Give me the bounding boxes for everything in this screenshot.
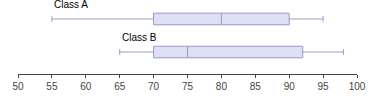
svg-text:85: 85 (250, 81, 262, 92)
svg-text:50: 50 (12, 81, 24, 92)
svg-text:Class B: Class B (122, 32, 157, 43)
svg-text:70: 70 (148, 81, 160, 92)
svg-text:95: 95 (318, 81, 330, 92)
svg-text:100: 100 (349, 81, 366, 92)
svg-text:60: 60 (80, 81, 92, 92)
svg-text:Class A: Class A (54, 0, 88, 10)
svg-text:75: 75 (182, 81, 194, 92)
svg-text:90: 90 (284, 81, 296, 92)
svg-text:65: 65 (114, 81, 126, 92)
svg-text:80: 80 (216, 81, 228, 92)
svg-text:55: 55 (46, 81, 58, 92)
